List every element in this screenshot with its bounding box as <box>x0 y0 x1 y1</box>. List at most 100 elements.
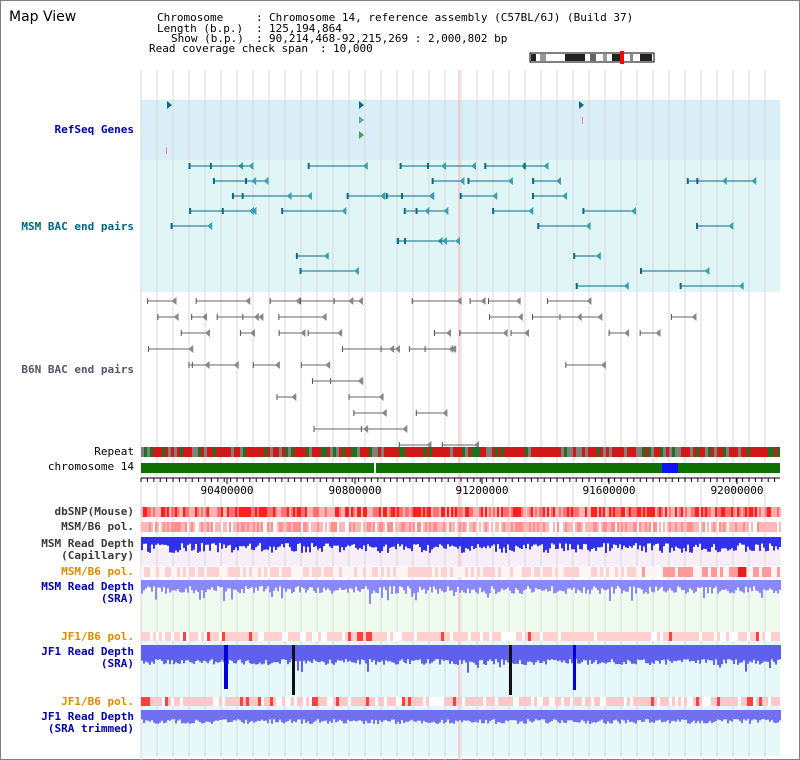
jf1-pol2-density <box>402 697 405 706</box>
msm-capillary-depth <box>431 537 433 550</box>
msm-sra-depth <box>655 580 657 587</box>
jf1-pol-density <box>630 632 633 641</box>
msm-sra-depth <box>225 580 227 592</box>
msm-pol2-density <box>543 567 546 577</box>
dbsnp-density <box>617 507 619 517</box>
refseq-gene-marker <box>582 117 583 124</box>
msm-pol-density <box>749 522 751 532</box>
msm-pol-density <box>459 522 461 532</box>
msm-capillary-depth <box>667 537 669 544</box>
b6n-bac-end <box>147 298 149 304</box>
jf1-trimmed-depth <box>659 710 661 720</box>
msm-pol-density <box>665 522 667 532</box>
dbsnp-density <box>541 507 543 517</box>
jf1-sra-depth <box>275 645 277 663</box>
track-label-refseq[interactable]: RefSeq Genes <box>54 123 134 136</box>
msm-pol-density <box>399 522 401 532</box>
msm-sra-depth <box>435 580 437 590</box>
dbsnp-density <box>195 507 197 517</box>
jf1-pol-density <box>456 632 459 641</box>
msm-pol-density <box>473 522 475 532</box>
repeat-segment <box>447 447 450 457</box>
jf1-pol2-density <box>279 697 282 706</box>
jf1-sra-depth <box>427 645 429 660</box>
msm-sra-depth <box>605 580 607 591</box>
msm-pol-density <box>695 522 697 532</box>
msm-pol-density <box>613 522 615 532</box>
dbsnp-density <box>401 507 403 517</box>
msm-sra-depth <box>575 580 577 594</box>
msm-capillary-depth <box>491 537 493 546</box>
msm-pol2-density <box>198 567 201 577</box>
repeat-segment <box>618 447 621 457</box>
jf1-pol-density <box>264 632 267 641</box>
jf1-pol-density <box>375 632 378 641</box>
repeat-segment <box>216 447 219 457</box>
track-label-b6n-bac[interactable]: B6N BAC end pairs <box>21 363 134 376</box>
jf1-trimmed-depth <box>391 710 393 720</box>
jf1-pol2-density <box>399 697 402 706</box>
jf1-sra-depth <box>201 645 203 663</box>
msm-capillary-depth <box>357 537 359 550</box>
msm-pol2-density <box>429 567 432 577</box>
repeat-segment <box>366 447 369 457</box>
jf1-trimmed-depth <box>735 710 737 720</box>
dbsnp-density <box>151 507 153 517</box>
jf1-pol2-density <box>162 697 165 706</box>
msm-capillary-depth <box>637 537 639 550</box>
repeat-segment <box>495 447 498 457</box>
dbsnp-density <box>201 507 203 517</box>
msm-pol2-density <box>777 567 780 577</box>
msm-capillary-depth <box>581 537 583 550</box>
msm-capillary-depth <box>537 537 539 547</box>
track-label-jf1-depth-trim-1: JF1 Read Depth <box>41 710 134 723</box>
jf1-sra-depth <box>371 645 373 662</box>
jf1-trimmed-depth <box>309 710 311 724</box>
jf1-trimmed-depth <box>533 710 535 722</box>
repeat-segment <box>303 447 306 457</box>
msm-capillary-depth <box>183 537 185 548</box>
msm-capillary-depth <box>389 537 391 548</box>
jf1-sra-depth <box>535 645 537 663</box>
repeat-segment <box>369 447 372 457</box>
repeat-segment <box>309 447 312 457</box>
msm-sra-depth <box>699 580 701 589</box>
jf1-pol-density <box>768 632 771 641</box>
jf1-sra-depth <box>647 645 649 664</box>
msm-capillary-depth <box>715 537 717 551</box>
jf1-pol2-density <box>180 697 183 706</box>
dbsnp-density <box>409 507 411 517</box>
jf1-sra-depth <box>595 645 597 661</box>
msm-sra-depth <box>479 580 481 588</box>
jf1-pol2-density <box>594 697 597 706</box>
msm-capillary-depth <box>485 537 487 549</box>
jf1-sra-depth <box>605 645 607 664</box>
msm-pol2-density <box>570 567 573 577</box>
jf1-pol2-density <box>357 697 360 706</box>
jf1-pol-density <box>168 632 171 641</box>
msm-sra-depth <box>553 580 555 594</box>
msm-pol-density <box>395 522 397 532</box>
b6n-bac-end <box>348 394 350 400</box>
jf1-pol2-density <box>759 697 762 706</box>
msm-capillary-depth <box>415 537 417 545</box>
msm-pol2-density <box>315 567 318 577</box>
ideogram-band <box>540 54 546 61</box>
dbsnp-density <box>601 507 603 517</box>
msm-capillary-depth <box>425 537 427 551</box>
msm-pol2-density <box>672 567 675 577</box>
msm-bac-end <box>443 207 449 215</box>
msm-capillary-depth <box>321 537 323 552</box>
msm-pol-density <box>521 522 523 532</box>
msm-sra-depth <box>433 580 435 587</box>
msm-capillary-depth <box>243 537 245 547</box>
msm-pol-density <box>503 522 505 532</box>
jf1-trimmed-depth <box>333 710 335 720</box>
jf1-trimmed-depth <box>691 710 693 723</box>
track-label-msm-bac[interactable]: MSM BAC end pairs <box>21 220 134 233</box>
jf1-pol2-density <box>270 697 273 706</box>
jf1-sra-depth <box>583 645 585 660</box>
msm-capillary-depth <box>761 537 763 544</box>
msm-pol-density <box>633 522 635 532</box>
